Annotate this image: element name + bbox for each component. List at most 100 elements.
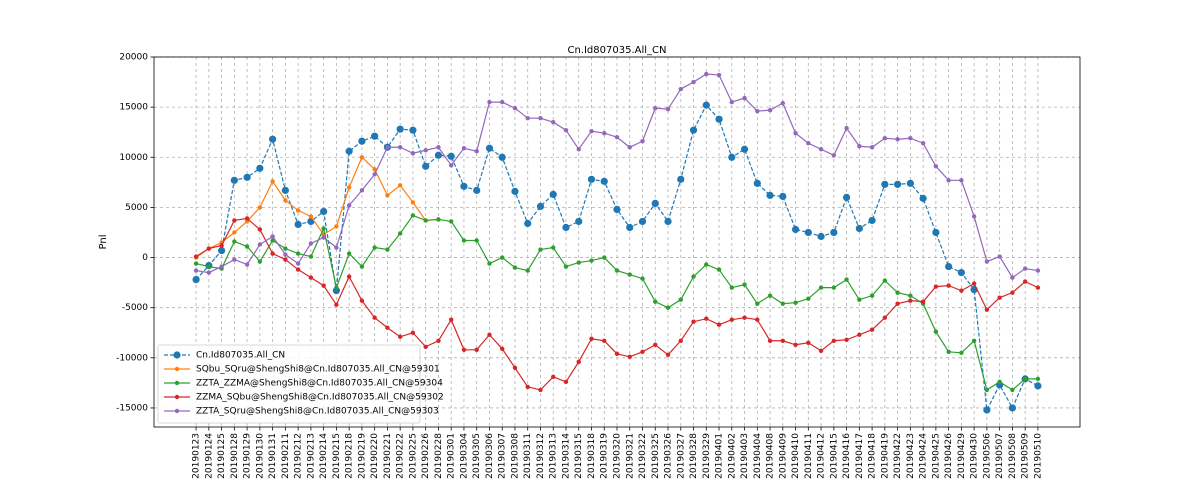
point	[946, 283, 951, 288]
point	[614, 135, 620, 140]
point	[410, 200, 416, 205]
x-tick-label: 20190509	[1021, 433, 1031, 479]
x-tick-label: 20190402	[727, 433, 737, 479]
point	[855, 224, 863, 233]
chart-title: Cn.Id807035.All_CN	[567, 45, 666, 56]
point	[818, 147, 824, 152]
x-tick-label: 20190425	[931, 433, 941, 479]
point	[869, 327, 875, 332]
point	[232, 230, 237, 235]
point	[1022, 376, 1028, 382]
point	[602, 338, 607, 343]
point	[957, 268, 965, 277]
point	[831, 153, 837, 158]
point	[653, 105, 658, 111]
point	[729, 285, 734, 290]
point	[869, 293, 875, 298]
x-tick-label: 20190123	[192, 433, 202, 479]
point	[715, 115, 723, 123]
point	[906, 179, 914, 187]
point	[283, 246, 288, 251]
point	[473, 186, 481, 194]
point	[997, 379, 1002, 385]
x-tick-label: 20190304	[459, 433, 469, 479]
x-tick-label: 20190417	[855, 433, 865, 479]
point	[206, 264, 212, 269]
point	[536, 202, 545, 211]
point	[908, 136, 913, 141]
point	[576, 359, 581, 365]
point	[920, 299, 926, 304]
point	[218, 246, 226, 255]
point	[321, 235, 326, 240]
point	[971, 338, 977, 343]
point	[576, 147, 581, 152]
point	[359, 188, 365, 193]
point	[461, 146, 467, 151]
point	[691, 79, 696, 85]
point	[281, 186, 289, 194]
legend-label: Cn.Id807035.All_CN	[196, 351, 285, 361]
point	[283, 257, 288, 262]
point	[600, 177, 608, 185]
point	[397, 183, 403, 188]
point	[704, 316, 709, 321]
point	[270, 238, 275, 243]
point	[423, 218, 428, 223]
point	[780, 100, 786, 106]
legend-box	[157, 344, 421, 424]
point	[410, 151, 416, 156]
legend-label: ZZTA_SQru@ShengShi8@Cn.Id807035.All_CN@5…	[196, 407, 439, 417]
x-tick-label: 20190318	[587, 433, 597, 479]
point	[729, 317, 734, 322]
point	[244, 216, 250, 221]
x-tick-label: 20190228	[434, 433, 444, 479]
point	[422, 162, 430, 170]
point	[487, 261, 492, 266]
point	[894, 180, 902, 188]
point	[589, 258, 594, 263]
point	[436, 217, 441, 222]
x-tick-label: 20190124	[204, 433, 214, 479]
point	[742, 315, 747, 320]
point	[193, 254, 199, 259]
point	[767, 338, 773, 343]
point	[895, 290, 900, 295]
point	[295, 261, 301, 266]
y-tick-label: -5000	[122, 303, 148, 313]
point	[791, 225, 800, 234]
x-tick-label: 20190422	[893, 433, 903, 479]
point	[742, 282, 747, 287]
point	[716, 267, 722, 272]
point	[946, 178, 951, 183]
point	[359, 298, 365, 303]
point	[587, 175, 596, 183]
point	[959, 178, 964, 183]
point	[308, 214, 314, 219]
point	[677, 175, 685, 183]
point	[704, 262, 709, 267]
point	[1010, 290, 1015, 295]
point	[932, 228, 940, 237]
point	[946, 349, 951, 354]
point	[434, 151, 443, 159]
legend-label: ZZMA_SQbu@ShengShi8@Cn.Id807035.All_CN@5…	[196, 393, 444, 403]
x-tick-label: 20190426	[944, 433, 954, 479]
point	[308, 275, 314, 280]
x-tick-label: 20190403	[740, 433, 750, 479]
x-tick-label: 20190307	[498, 433, 508, 479]
point	[767, 107, 773, 113]
point	[638, 217, 647, 226]
point	[372, 315, 377, 320]
x-tick-label: 20190222	[396, 433, 406, 479]
point	[614, 268, 620, 273]
point	[868, 216, 876, 225]
point	[192, 276, 200, 284]
point	[461, 347, 467, 352]
point	[1035, 285, 1041, 290]
point	[397, 334, 403, 339]
point	[844, 125, 849, 131]
point	[206, 270, 212, 275]
point	[498, 153, 506, 161]
